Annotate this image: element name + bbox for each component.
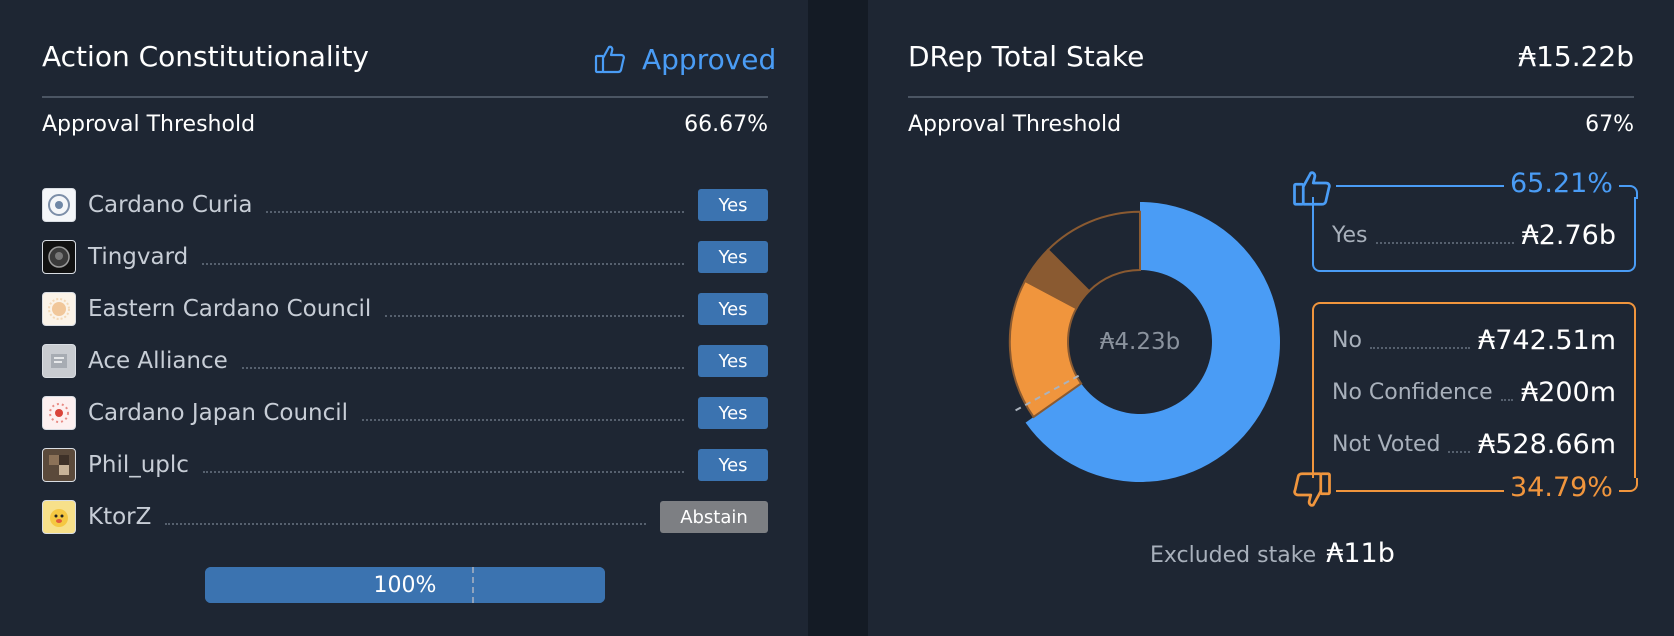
vote-badge: Yes	[698, 189, 768, 221]
donut-center-value: ₳4.23b	[1099, 329, 1181, 355]
leader-dots	[202, 263, 684, 265]
approved-status-label: Approved	[642, 42, 777, 76]
voter-name: Tingvard	[88, 244, 189, 270]
voter-avatar	[42, 292, 76, 326]
threshold-marker	[471, 567, 474, 603]
voter-name: Cardano Curia	[88, 192, 253, 218]
leader-dots	[1369, 346, 1471, 349]
not-voted-row: Not Voted ₳528.66m	[1332, 429, 1616, 460]
no-label: No	[1332, 328, 1362, 353]
donut-slice-not-voted	[1046, 210, 1141, 293]
drep-total-stake: ₳15.22b	[1518, 40, 1634, 73]
no-confidence-label: No Confidence	[1332, 380, 1493, 405]
constitutionality-panel: Action Constitutionality Approved Approv…	[0, 0, 808, 636]
thumbs-down-icon	[1293, 472, 1331, 507]
vote-badge: Yes	[698, 449, 768, 481]
voter-name: Cardano Japan Council	[88, 400, 349, 426]
approval-threshold-label: Approval Threshold	[42, 112, 256, 137]
yes-value: ₳2.76b	[1521, 220, 1616, 251]
voter-avatar	[42, 448, 76, 482]
excluded-stake: Excluded stake ₳11b	[1150, 538, 1395, 569]
vote-badge: Yes	[698, 345, 768, 377]
progress-label: 100%	[373, 572, 437, 598]
voter-avatar	[42, 344, 76, 378]
approval-threshold-value: 66.67%	[684, 112, 768, 137]
yes-label: Yes	[1332, 223, 1368, 248]
no-value: ₳742.51m	[1478, 325, 1616, 356]
voter-name: Eastern Cardano Council	[88, 296, 372, 322]
no-confidence-value: ₳200m	[1520, 377, 1616, 408]
thumbs-up-icon	[1293, 171, 1331, 206]
drep-threshold-value: 67%	[1585, 112, 1634, 137]
voter-row[interactable]: Tingvard Yes	[42, 239, 768, 275]
donut-slice-yes	[1025, 202, 1280, 482]
no-box	[1312, 302, 1636, 478]
voter-avatar	[42, 500, 76, 534]
leader-dots	[1448, 450, 1471, 453]
vote-badge: Yes	[698, 293, 768, 325]
voter-name: Ace Alliance	[88, 348, 228, 374]
thumbs-up-icon	[594, 45, 625, 74]
not-voted-value: ₳528.66m	[1478, 429, 1616, 460]
excluded-stake-value: ₳11b	[1326, 538, 1395, 569]
donut-svg	[1008, 202, 1280, 482]
voter-row[interactable]: Cardano Japan Council Yes	[42, 395, 768, 431]
vote-badge: Yes	[698, 241, 768, 273]
leader-dots	[362, 419, 684, 421]
no-percent: 34.79%	[1504, 472, 1619, 503]
constitutionality-title: Action Constitutionality	[42, 40, 369, 73]
header-divider	[42, 96, 768, 98]
leader-dots	[385, 315, 684, 317]
donut-threshold-line	[1011, 374, 1080, 414]
progress-fill	[205, 567, 605, 603]
voter-name: Phil_uplc	[88, 452, 189, 478]
leader-dots	[241, 367, 684, 369]
drep-threshold-label: Approval Threshold	[908, 112, 1122, 137]
approved-status: Approved	[594, 42, 776, 76]
voter-row[interactable]: Eastern Cardano Council Yes	[42, 291, 768, 327]
no-stake-row: No ₳742.51m	[1332, 325, 1616, 356]
leader-dots	[1500, 398, 1513, 401]
approval-progress-bar: 100%	[205, 567, 605, 603]
not-voted-label: Not Voted	[1332, 432, 1441, 457]
yes-stake-row: Yes ₳2.76b	[1332, 220, 1616, 251]
no-confidence-row: No Confidence ₳200m	[1332, 377, 1616, 408]
leader-dots	[165, 523, 646, 525]
drep-header-divider	[908, 96, 1634, 98]
yes-box	[1312, 197, 1636, 272]
vote-badge: Yes	[698, 397, 768, 429]
vote-badge: Abstain	[660, 501, 768, 533]
yes-bracket-line	[1336, 185, 1638, 199]
drep-title: DRep Total Stake	[908, 40, 1145, 73]
no-bracket-line	[1336, 478, 1638, 492]
voter-avatar	[42, 396, 76, 430]
leader-dots	[266, 211, 684, 213]
voter-row[interactable]: Phil_uplc Yes	[42, 447, 768, 483]
leader-dots	[202, 471, 684, 473]
drep-donut-chart: ₳4.23b	[998, 200, 1282, 484]
voter-row[interactable]: KtorZ Abstain	[42, 499, 768, 535]
voter-row[interactable]: Ace Alliance Yes	[42, 343, 768, 379]
voter-row[interactable]: Cardano Curia Yes	[42, 187, 768, 223]
yes-percent: 65.21%	[1504, 168, 1619, 199]
voter-name: KtorZ	[88, 504, 152, 530]
voter-avatar	[42, 188, 76, 222]
excluded-stake-label: Excluded stake	[1150, 543, 1317, 568]
leader-dots	[1375, 241, 1514, 244]
voter-avatar	[42, 240, 76, 274]
